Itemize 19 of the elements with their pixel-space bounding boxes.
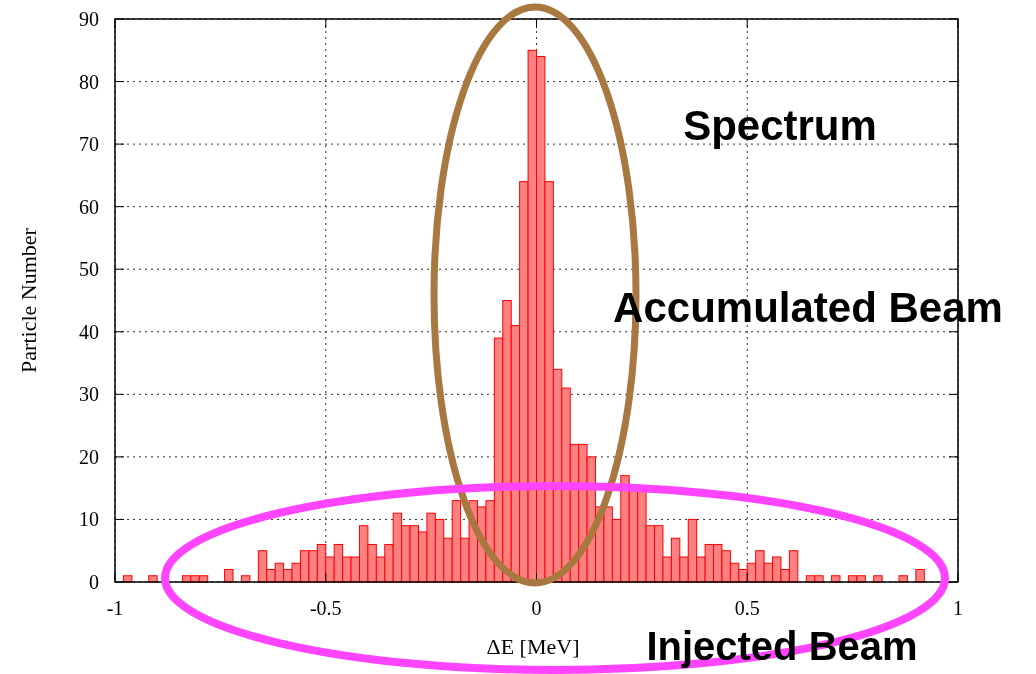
y-tick-label: 80: [79, 70, 99, 93]
y-tick-label: 70: [79, 133, 99, 156]
y-tick-label: 10: [79, 508, 99, 531]
annotation: Spectrum: [683, 102, 877, 149]
text: Injected Beam: [646, 624, 918, 668]
y-tick-label: 90: [79, 8, 99, 30]
x-tick-label: -0.5: [309, 597, 342, 619]
y-tick-label: 60: [79, 195, 99, 218]
x-tick-label: -1: [106, 597, 124, 619]
y-tick-label: 40: [79, 320, 99, 343]
y-tick-label: 30: [79, 383, 99, 406]
x-tick-label: 0.5: [734, 597, 760, 619]
y-tick-label: 50: [79, 258, 99, 281]
y-tick-label: 0: [89, 571, 99, 593]
x-tick-label: 0: [531, 597, 542, 619]
y-tick-label: 20: [79, 445, 99, 468]
x-axis-title: ΔE [MeV]: [486, 634, 580, 659]
x-tick-label: 1: [953, 597, 963, 619]
y-axis-title: Particle Number: [16, 227, 41, 373]
